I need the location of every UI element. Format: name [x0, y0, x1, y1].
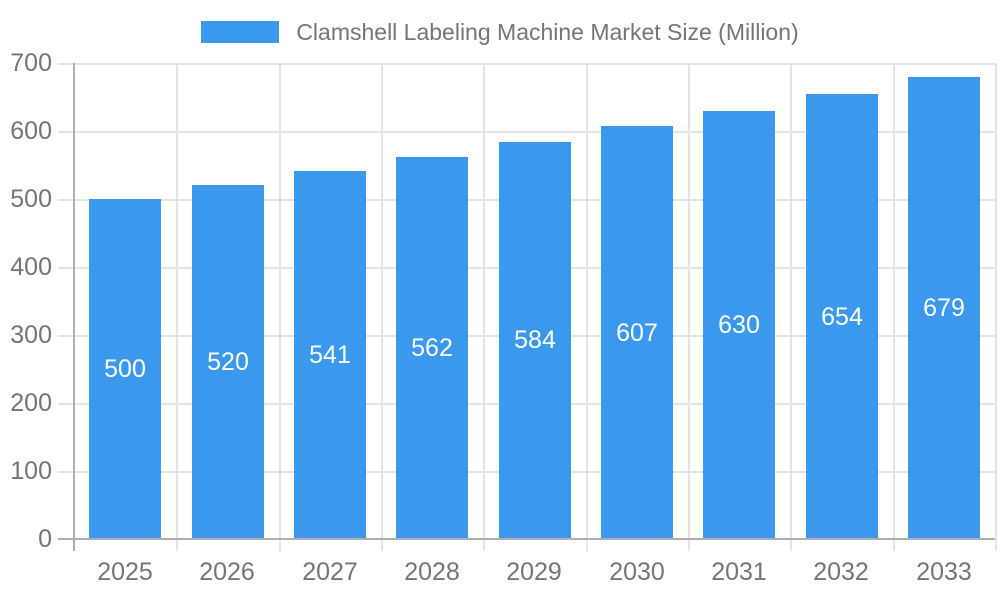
bar-value-label: 584 — [514, 326, 556, 354]
y-axis-tick-label: 300 — [10, 321, 52, 349]
bar-value-label: 520 — [207, 348, 249, 376]
bar-value-label: 654 — [821, 303, 863, 331]
y-axis-tick-label: 500 — [10, 185, 52, 213]
x-gridline — [586, 63, 588, 539]
x-gridline — [381, 63, 383, 539]
x-gridline — [790, 63, 792, 539]
x-axis-tick-label: 2025 — [97, 558, 153, 586]
bar — [908, 77, 980, 539]
x-axis-tick-label: 2031 — [711, 558, 767, 586]
x-gridline — [995, 63, 997, 539]
x-axis-tick-label: 2028 — [404, 558, 460, 586]
x-axis-tick-label: 2032 — [813, 558, 869, 586]
x-gridline — [483, 63, 485, 539]
y-axis-line — [73, 63, 75, 551]
x-axis-tick-label: 2030 — [609, 558, 665, 586]
x-axis-tick — [381, 539, 383, 551]
x-axis-tick — [279, 539, 281, 551]
bar-value-label: 630 — [718, 311, 760, 339]
x-axis-tick — [586, 539, 588, 551]
x-axis-tick — [790, 539, 792, 551]
bar — [294, 171, 366, 539]
bar — [601, 126, 673, 539]
x-axis-tick — [688, 539, 690, 551]
x-gridline — [688, 63, 690, 539]
legend-swatch — [201, 21, 280, 43]
y-axis-tick-label: 100 — [10, 457, 52, 485]
bar — [499, 142, 571, 539]
bar — [396, 157, 468, 539]
y-axis-tick-label: 400 — [10, 253, 52, 281]
x-axis-tick — [176, 539, 178, 551]
legend-label: Clamshell Labeling Machine Market Size (… — [296, 18, 799, 45]
y-axis-tick-label: 0 — [38, 525, 52, 553]
y-axis-tick-label: 600 — [10, 117, 52, 145]
x-gridline — [893, 63, 895, 539]
x-axis-tick-label: 2029 — [506, 558, 562, 586]
bar — [89, 199, 161, 539]
x-axis-tick — [893, 539, 895, 551]
y-axis-tick-label: 700 — [10, 49, 52, 77]
bar-value-label: 500 — [104, 355, 146, 383]
y-axis-tick-label: 200 — [10, 389, 52, 417]
bar — [703, 111, 775, 539]
x-axis-tick — [995, 539, 997, 551]
x-gridline — [279, 63, 281, 539]
y-gridline — [58, 63, 995, 65]
x-axis-line — [58, 538, 995, 540]
bar-value-label: 607 — [616, 319, 658, 347]
bar — [192, 185, 264, 539]
x-axis-tick — [483, 539, 485, 551]
x-axis-tick-label: 2033 — [916, 558, 972, 586]
x-gridline — [176, 63, 178, 539]
bar-value-label: 562 — [411, 334, 453, 362]
x-axis-tick-label: 2026 — [199, 558, 255, 586]
y-gridline — [58, 131, 995, 133]
bar — [806, 94, 878, 539]
chart-legend: Clamshell Labeling Machine Market Size (… — [0, 19, 1000, 45]
bar-value-label: 541 — [309, 341, 351, 369]
bar-value-label: 679 — [923, 294, 965, 322]
x-axis-tick-label: 2027 — [302, 558, 358, 586]
